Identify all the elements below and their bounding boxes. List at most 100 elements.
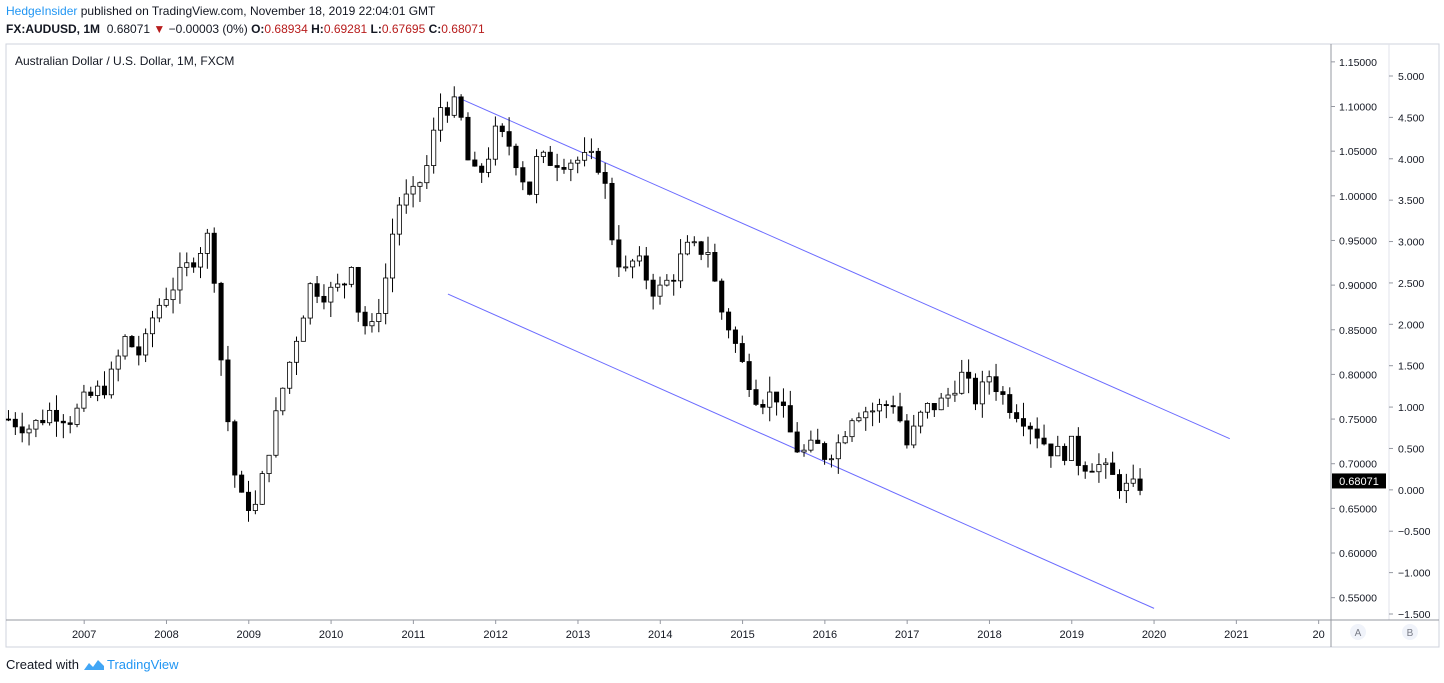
candle-body [753,389,759,405]
candle-body [678,253,684,282]
y2-tick-label: −0.500 [1398,526,1431,538]
candle-body [191,262,197,268]
candle-body [1089,470,1095,473]
x-tick-label: 2010 [319,629,343,641]
candle-body [390,233,396,279]
candle-body [1048,443,1054,457]
y-tick-label: 0.85000 [1339,325,1377,337]
x-tick-label: 2016 [813,629,837,641]
auto-scale-button[interactable] [1350,624,1366,640]
candle-body [643,255,649,281]
candle-body [479,165,485,173]
candle-body [33,419,39,430]
channel-line-upper [457,97,1230,440]
candle-body [684,241,690,255]
candle-body [472,159,478,167]
candle-body [280,387,286,412]
candle-body [1130,478,1136,484]
auto-scale-label: A [1355,628,1362,639]
footer: Created with TradingView [6,657,179,672]
candle-body [1041,437,1047,445]
candle-body [444,107,450,116]
candle-body [835,442,841,460]
x-tick-label: 2015 [730,629,754,641]
candle-body [911,425,917,446]
candle-body [321,295,327,303]
candle-body [671,279,677,282]
x-tick-label: 2009 [237,629,261,641]
candle-body [883,404,889,406]
candle-body [149,317,156,335]
x-tick-label: 2012 [483,629,507,641]
candle-body [966,371,972,379]
low-label: L: [370,22,382,36]
x-tick-label: 2021 [1224,629,1248,641]
y-tick-label: 0.95000 [1339,235,1377,247]
candle-body [540,151,546,157]
y2-tick-label: 4.000 [1398,154,1424,166]
candle-body [204,232,210,254]
candle-body [1055,445,1061,457]
svg-text:0.68071: 0.68071 [1339,476,1379,488]
candle-body [856,417,862,422]
candle-body [794,431,800,453]
candle-body [438,107,444,131]
candle-body [705,252,711,255]
candle-body [630,260,636,268]
candle-body [1137,478,1143,491]
candle-body [417,182,423,187]
candle-body [300,317,306,342]
channel-lines[interactable] [447,97,1230,609]
candle-body [986,376,992,383]
candle-body [12,418,18,428]
symbol-label: FX:AUDUSD, 1M [6,22,101,36]
candle-body [897,406,903,422]
y2-tick-label: 3.500 [1398,195,1424,207]
candle-body [828,458,834,461]
x-tick-label: 2008 [154,629,178,641]
y2-tick-label: 4.500 [1398,112,1424,124]
candle-body [993,376,999,393]
candle-body [822,443,828,460]
candle-body [1027,425,1033,430]
x-tick-label: 2011 [402,629,426,641]
candle-body [239,474,245,493]
candle-body [486,158,492,173]
candle-body [47,409,53,424]
candle-body [636,255,642,262]
candlesticks [5,86,1143,522]
candle-body [712,252,718,282]
candle-body [245,491,252,511]
candle-body [1123,482,1129,492]
candle-body [1034,428,1040,439]
candle-body [53,409,60,422]
y-tick-label: 1.00000 [1339,191,1377,203]
candle-body [767,391,773,408]
candle-body [355,267,361,313]
y2-tick-label: 1.000 [1398,402,1424,414]
candle-body [924,403,930,413]
price-axis[interactable]: 1.15000 1.10000 1.05000 1.00000 0.95000 0.900… [1331,57,1377,605]
candle-body [499,125,505,132]
candle-body [369,321,375,327]
candle-body [527,181,533,195]
candle-body [506,131,512,147]
x-tick-label: 2014 [648,629,672,641]
candle-body [396,204,402,235]
tradingview-brand[interactable]: TradingView [106,657,179,672]
created-with-text: Created with [6,657,79,672]
y-tick-label: 0.90000 [1339,280,1377,292]
candle-body [534,156,540,195]
candle-body [1082,465,1088,472]
candle-body [1068,435,1075,461]
candle-body [232,421,238,476]
author-link[interactable]: HedgeInsider [6,4,78,18]
candle-body [273,410,279,456]
candle-body [252,503,258,511]
candle-body [623,266,629,269]
y-tick-label: 0.65000 [1339,503,1377,515]
candle-body [348,267,354,285]
secondary-scale-button[interactable] [1402,624,1418,640]
time-axis[interactable]: 2007 2008 2009 2010 2011 2012 2013 2014 2015 2016… [72,620,1325,641]
